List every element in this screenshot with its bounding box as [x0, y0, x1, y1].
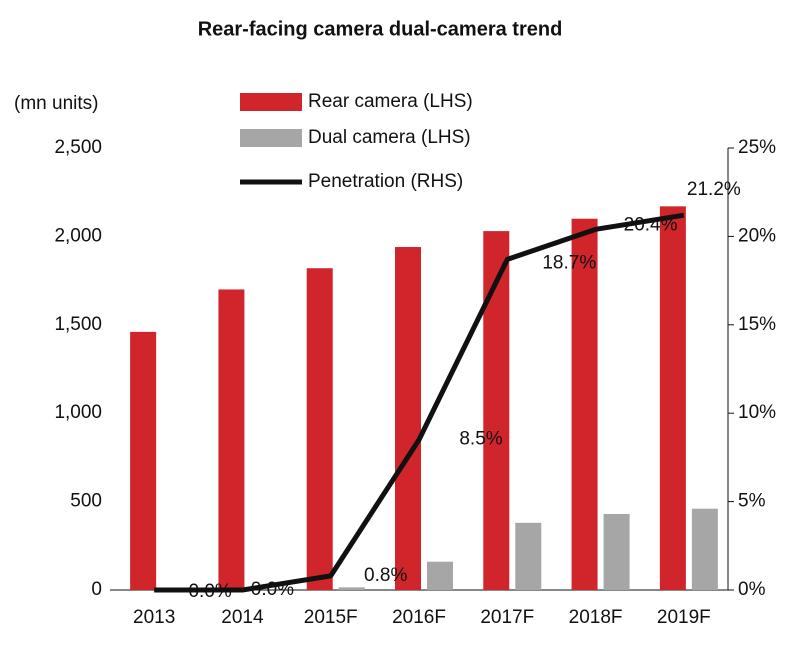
legend-label: Rear camera (LHS) — [308, 91, 473, 112]
bar — [395, 247, 421, 590]
chart-title: Rear-facing camera dual-camera trend — [198, 18, 563, 40]
data-label: 8.5% — [459, 429, 502, 450]
bar — [571, 218, 598, 590]
bar — [306, 268, 333, 590]
y2-tick-label: 15% — [738, 314, 776, 335]
y-tick-label: 1,000 — [54, 402, 102, 423]
bar — [130, 331, 157, 590]
bar — [659, 206, 686, 590]
x-tick-label: 2018F — [569, 607, 623, 628]
y2-tick-label: 0% — [738, 579, 766, 600]
y-tick-label: 2,500 — [54, 137, 102, 158]
y-tick-label: 500 — [70, 491, 102, 512]
data-label: 0.8% — [364, 565, 407, 586]
y2-tick-label: 5% — [738, 491, 766, 512]
x-tick-label: 2017F — [480, 607, 534, 628]
y-tick-label: 1,500 — [54, 314, 102, 335]
x-tick-label: 2014 — [221, 607, 264, 628]
data-label: 20.4% — [624, 214, 678, 235]
y-tick-label: 2,000 — [54, 225, 102, 246]
y-tick-label: 0 — [91, 579, 102, 600]
line — [154, 212, 685, 593]
data-label: 18.7% — [542, 252, 596, 273]
x-tick-label: 2019F — [657, 607, 711, 628]
bar — [603, 513, 630, 590]
y2-tick-label: 10% — [738, 402, 776, 423]
x-tick-label: 2013 — [133, 607, 175, 628]
bar — [338, 587, 365, 590]
legend-swatch — [240, 129, 302, 147]
y-axis-label: (mn units) — [14, 93, 98, 114]
data-label: 0.0% — [251, 579, 294, 600]
bar — [515, 522, 542, 590]
legend-label: Dual camera (LHS) — [308, 127, 471, 148]
bar — [218, 289, 245, 590]
bar — [427, 561, 453, 590]
legend-swatch — [240, 93, 302, 111]
bar — [483, 231, 510, 590]
bar — [691, 508, 718, 590]
y2-tick-label: 20% — [738, 225, 776, 246]
x-tick-label: 2016F — [392, 607, 446, 628]
x-tick-label: 2015F — [304, 607, 358, 628]
data-label: 21.2% — [687, 179, 741, 200]
legend-label: Penetration (RHS) — [308, 171, 463, 192]
y2-tick-label: 25% — [738, 137, 776, 158]
data-label: 0.0% — [188, 581, 231, 602]
